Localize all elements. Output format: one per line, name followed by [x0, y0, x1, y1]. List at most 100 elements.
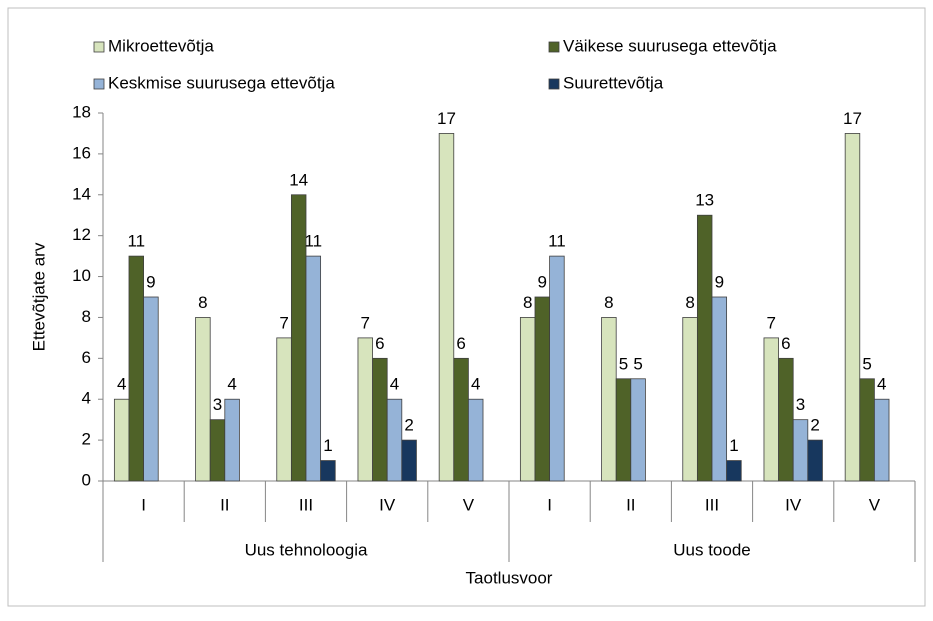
y-tick-label: 12: [72, 225, 91, 244]
data-label: 8: [685, 293, 694, 312]
y-tick-label: 14: [72, 184, 91, 203]
bar: [467, 398, 484, 482]
data-label: 9: [146, 272, 155, 291]
bar: [276, 337, 292, 482]
chart-border: [7, 7, 926, 607]
bar: [320, 460, 336, 482]
x-tick-label: V: [463, 495, 475, 514]
bar: [763, 337, 779, 482]
bar: [305, 255, 322, 482]
data-label: 7: [767, 313, 776, 332]
bar: [726, 460, 742, 482]
data-label: 1: [729, 436, 738, 455]
x-tick-label: III: [705, 495, 719, 514]
y-tick-label: 4: [82, 389, 91, 408]
x-tick-label: IV: [379, 495, 396, 514]
data-label: 6: [375, 334, 384, 353]
y-tick-label: 10: [72, 266, 91, 285]
data-label: 4: [877, 375, 886, 394]
x-tick-label: II: [220, 495, 229, 514]
data-label: 11: [548, 232, 566, 251]
legend-label: Mikroettevõtja: [108, 36, 214, 55]
legend-swatch: [548, 41, 560, 53]
x-tick-label: IV: [785, 495, 802, 514]
legend-swatch: [93, 41, 105, 53]
bar: [438, 133, 455, 482]
bar: [859, 378, 875, 482]
data-label: 4: [390, 375, 399, 394]
data-label: 3: [213, 395, 222, 414]
bar: [844, 133, 861, 482]
data-label: 9: [538, 272, 547, 291]
data-label: 17: [437, 109, 456, 128]
data-label: 11: [304, 232, 322, 251]
data-label: 11: [127, 232, 145, 251]
data-label: 2: [810, 416, 819, 435]
bar: [549, 255, 565, 482]
group-label: Uus toode: [673, 540, 751, 559]
x-tick-label: V: [869, 495, 881, 514]
bar: [195, 317, 211, 482]
y-tick-label: 2: [82, 430, 91, 449]
data-label: 5: [862, 354, 871, 373]
bar: [401, 439, 417, 482]
bar: [534, 296, 551, 482]
x-tick-label: II: [626, 495, 635, 514]
data-label: 2: [404, 416, 413, 435]
legend-swatch: [548, 78, 560, 90]
bar: [601, 317, 617, 482]
bar: [224, 398, 240, 482]
y-tick-label: 0: [82, 470, 91, 489]
bar: [113, 398, 130, 482]
data-label: 4: [117, 375, 126, 394]
y-axis-title: Ettevõtjate arv: [29, 242, 48, 351]
data-label: 8: [523, 293, 532, 312]
x-axis-title: Taotlusvoor: [466, 568, 553, 587]
bar: [682, 317, 698, 482]
bar: [128, 255, 144, 482]
data-label: 13: [695, 191, 714, 210]
data-label: 14: [289, 170, 308, 189]
data-label: 7: [361, 313, 370, 332]
data-label: 9: [715, 272, 724, 291]
bar: [209, 419, 226, 482]
bar: [386, 398, 403, 482]
bar: [453, 357, 469, 482]
y-tick-label: 8: [82, 307, 91, 326]
bar: [711, 296, 728, 482]
data-label: 5: [633, 354, 642, 373]
bar: [696, 214, 713, 482]
bar: [792, 419, 809, 482]
y-tick-label: 6: [82, 348, 91, 367]
data-label: 1: [323, 436, 332, 455]
data-label: 6: [781, 334, 790, 353]
bar: [357, 337, 373, 482]
legend-swatch: [93, 78, 105, 90]
bar: [143, 296, 159, 482]
legend-label: Suurettevõtja: [563, 73, 664, 92]
legend-label: Keskmise suurusega ettevõtja: [108, 73, 335, 92]
data-label: 5: [619, 354, 628, 373]
bar: [519, 317, 536, 482]
bar: [630, 378, 646, 482]
data-label: 17: [843, 109, 862, 128]
legend-label: Väikese suurusega ettevõtja: [563, 36, 777, 55]
x-tick-label: I: [547, 495, 552, 514]
bar: [807, 439, 823, 482]
bar: [372, 357, 388, 482]
data-label: 4: [227, 375, 236, 394]
bar: [874, 398, 890, 482]
y-tick-label: 18: [72, 102, 91, 121]
data-label: 3: [796, 395, 805, 414]
data-label: 8: [198, 293, 207, 312]
data-label: 8: [604, 293, 613, 312]
data-label: 6: [456, 334, 465, 353]
data-label: 7: [279, 313, 288, 332]
bar: [778, 357, 794, 482]
x-tick-label: I: [141, 495, 146, 514]
bar: [615, 378, 632, 482]
y-tick-label: 16: [72, 143, 91, 162]
x-tick-label: III: [299, 495, 313, 514]
data-label: 4: [471, 375, 480, 394]
